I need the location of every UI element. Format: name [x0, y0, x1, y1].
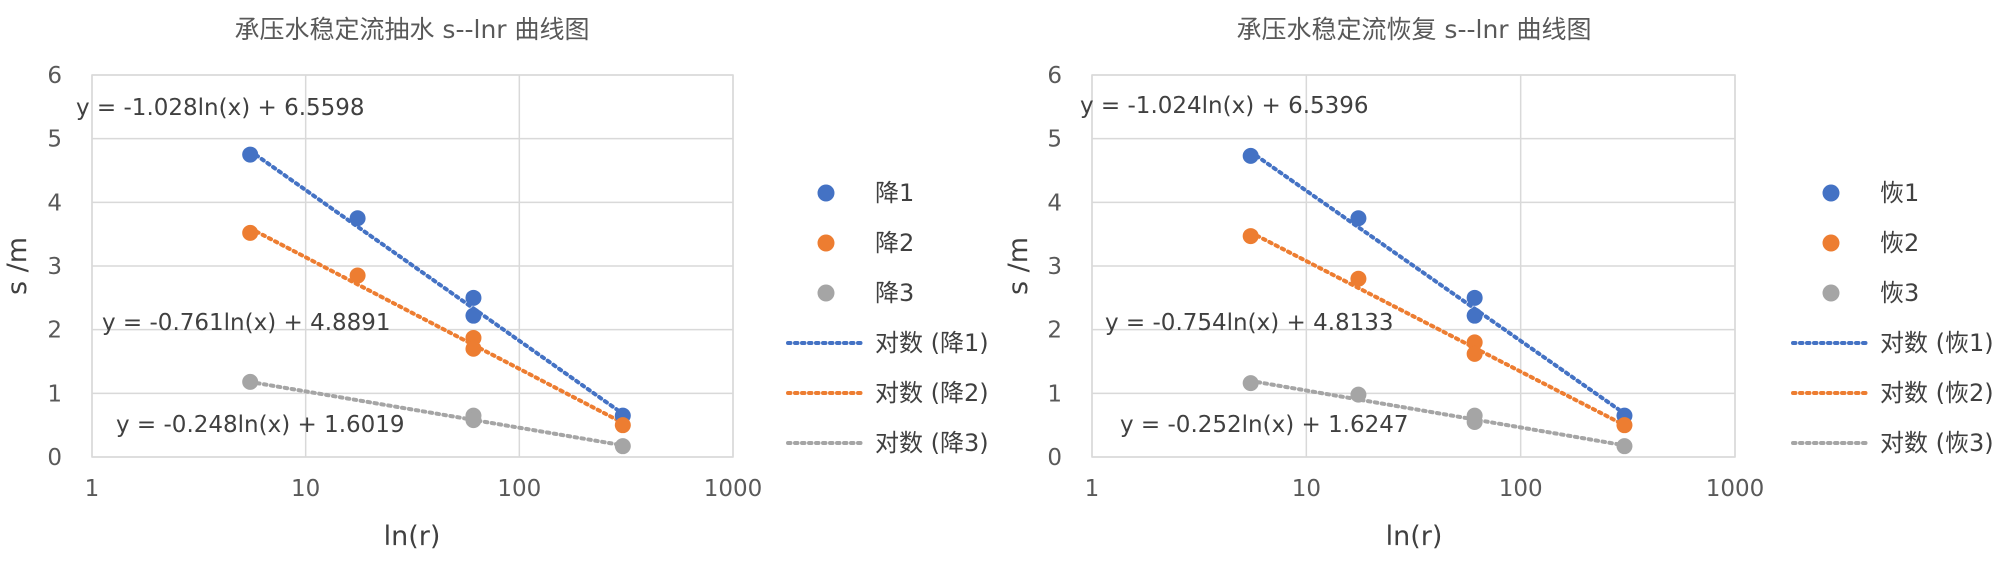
data-point-series-1 — [1350, 210, 1367, 227]
data-point-series-1 — [465, 307, 482, 324]
legend-label: 对数 (恢1) — [1880, 329, 1994, 357]
chart-title: 承压水稳定流抽水 s--lnr 曲线图 — [234, 15, 589, 44]
y-axis-label: s /m — [2, 237, 33, 295]
legend-marker-series-3 — [817, 284, 835, 302]
data-point-series-2 — [1242, 228, 1259, 245]
data-point-series-1 — [349, 210, 366, 227]
legend-label: 对数 (降3) — [875, 429, 989, 457]
y-tick-label: 6 — [47, 63, 62, 89]
y-tick-label: 2 — [47, 318, 62, 344]
x-tick-label: 1000 — [704, 476, 763, 502]
legend-label: 降3 — [875, 279, 914, 307]
legend: 降1 降2 降3 对数 (降1) 对数 (降2) 对数 (降3) — [786, 179, 989, 457]
x-axis-label: ln(r) — [384, 521, 441, 552]
y-tick-label: 1 — [1047, 381, 1062, 407]
data-point-series-2 — [465, 340, 482, 357]
y-tick-label: 0 — [47, 445, 62, 471]
legend-marker-series-2 — [1822, 234, 1840, 252]
trendline-equation-3: y = -0.248ln(x) + 1.6019 — [116, 412, 405, 438]
y-tick-label: 6 — [1047, 63, 1062, 89]
legend-label: 恢3 — [1880, 279, 1919, 307]
legend-label: 降1 — [875, 179, 914, 207]
x-tick-label: 10 — [291, 476, 320, 502]
x-axis-label: ln(r) — [1386, 521, 1443, 552]
trendline-equation-1: y = -1.028ln(x) + 6.5598 — [76, 95, 365, 121]
chart-title: 承压水稳定流恢复 s--lnr 曲线图 — [1236, 15, 1591, 44]
data-point-series-2 — [614, 417, 631, 434]
data-point-series-3 — [465, 412, 482, 429]
y-axis-label: s /m — [1003, 237, 1034, 295]
legend-label: 对数 (降2) — [875, 379, 989, 407]
legend: 恢1 恢2 恢3 对数 (恢1) 对数 (恢2) 对数 (恢3) — [1791, 179, 1994, 457]
trendline-equation-1: y = -1.024ln(x) + 6.5396 — [1080, 93, 1369, 119]
data-point-series-2 — [1350, 270, 1367, 287]
plot-area — [1091, 74, 1736, 458]
x-tick-label: 1 — [1085, 476, 1100, 502]
trendline-equation-3: y = -0.252ln(x) + 1.6247 — [1120, 412, 1409, 438]
trendline-equation-2: y = -0.761ln(x) + 4.8891 — [102, 310, 391, 336]
y-tick-label: 5 — [1047, 127, 1062, 153]
y-tick-label: 4 — [47, 190, 62, 216]
legend-label: 恢2 — [1880, 229, 1919, 257]
data-point-series-3 — [242, 373, 259, 390]
legend-label: 对数 (降1) — [875, 329, 989, 357]
trendline-equation-2: y = -0.754ln(x) + 4.8133 — [1105, 310, 1394, 336]
y-tick-label: 0 — [1047, 445, 1062, 471]
trendline-3 — [1248, 378, 1627, 448]
legend-marker-series-2 — [817, 234, 835, 252]
data-point-series-2 — [349, 267, 366, 284]
data-point-series-3 — [1466, 413, 1483, 430]
y-tick-label: 4 — [1047, 190, 1062, 216]
legend-label: 降2 — [875, 229, 914, 257]
trendline-2 — [1248, 230, 1627, 428]
data-point-series-3 — [1242, 375, 1259, 392]
y-tick-label: 1 — [47, 381, 62, 407]
trendline-1 — [248, 148, 625, 416]
x-tick-label: 1000 — [1706, 476, 1765, 502]
data-point-series-2 — [1466, 334, 1483, 351]
data-point-series-3 — [1616, 438, 1633, 455]
trendline-3 — [248, 379, 625, 448]
data-point-series-2 — [1466, 345, 1483, 362]
x-tick-label: 1 — [85, 476, 100, 502]
data-point-series-1 — [242, 146, 259, 163]
legend-marker-series-3 — [1822, 284, 1840, 302]
data-point-series-2 — [242, 224, 259, 241]
x-tick-label: 10 — [1292, 476, 1321, 502]
x-tick-label: 100 — [1499, 476, 1543, 502]
data-point-series-1 — [465, 289, 482, 306]
legend-marker-series-1 — [817, 184, 835, 202]
legend-label: 对数 (恢3) — [1880, 429, 1994, 457]
data-point-series-1 — [1242, 147, 1259, 164]
data-point-series-2 — [1616, 417, 1633, 434]
plot-area — [91, 74, 734, 458]
legend-label: 恢1 — [1880, 179, 1919, 207]
y-tick-label: 5 — [47, 127, 62, 153]
data-point-series-1 — [1466, 289, 1483, 306]
data-point-series-1 — [1466, 307, 1483, 324]
y-tick-label: 3 — [1047, 254, 1062, 280]
data-point-series-3 — [614, 438, 631, 455]
legend-label: 对数 (恢2) — [1880, 379, 1994, 407]
trendline-1 — [1248, 149, 1627, 416]
trendline-2 — [248, 226, 625, 425]
x-tick-label: 100 — [497, 476, 541, 502]
y-tick-label: 2 — [1047, 318, 1062, 344]
y-tick-label: 3 — [47, 254, 62, 280]
legend-marker-series-1 — [1822, 184, 1840, 202]
data-point-series-3 — [1350, 386, 1367, 403]
